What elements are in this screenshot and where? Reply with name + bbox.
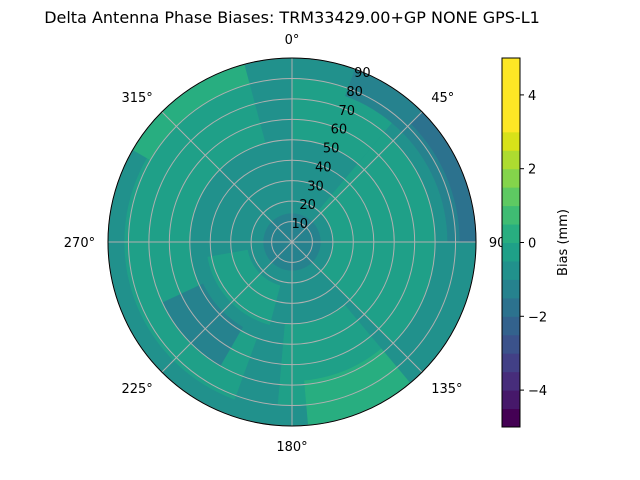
r-tick-labels: 10 20 30 40 50 60 70 80 90 — [292, 66, 371, 232]
r-tick-label-60: 60 — [331, 123, 348, 138]
r-tick-label-40: 40 — [315, 160, 332, 175]
theta-tick-label-225: 225° — [121, 382, 152, 397]
field-region-11 — [410, 111, 476, 242]
colorbar-band-16 — [502, 113, 520, 133]
colorbar-band-19 — [502, 58, 520, 77]
colorbar-band-13 — [502, 168, 520, 188]
field-region-6 — [132, 64, 250, 161]
field-region-7 — [304, 348, 411, 426]
colorbar-band-0 — [502, 408, 520, 428]
colorbar-band-8 — [502, 260, 520, 280]
colorbar-band-18 — [502, 76, 520, 96]
colorbar-band-17 — [502, 94, 520, 114]
theta-tick-label-0: 0° — [285, 33, 300, 48]
theta-tick-label-315: 315° — [121, 91, 152, 106]
colorbar-band-7 — [502, 279, 520, 299]
polar-frame — [107, 57, 477, 427]
colorbar-tick-label-0: −4 — [528, 384, 547, 399]
colorbar-tick-label-4: 4 — [528, 89, 536, 104]
r-tick-label-20: 20 — [299, 198, 316, 213]
r-tick-label-90: 90 — [354, 66, 371, 81]
theta-tick-label-135: 135° — [431, 382, 462, 397]
field-region-8 — [345, 69, 476, 242]
theta-grid-line-315 — [161, 111, 293, 243]
colorbar-band-2 — [502, 371, 520, 391]
theta-grid-line-225 — [161, 241, 293, 373]
theta-grid-line-45 — [291, 111, 423, 243]
colorbar-band-6 — [502, 297, 520, 317]
colorbar-tick-label-3: 2 — [528, 163, 536, 178]
colorbar-band-1 — [502, 390, 520, 410]
colorbar-tick-label-1: −2 — [528, 310, 547, 325]
colorbar-band-15 — [502, 131, 520, 151]
field-region-2 — [318, 132, 436, 344]
r-tick-label-50: 50 — [323, 142, 340, 157]
colorbar-band-9 — [502, 242, 520, 262]
colorbar-band-3 — [502, 353, 520, 373]
theta-tick-label-45: 45° — [431, 91, 454, 106]
theta-tick-label-270: 270° — [64, 236, 95, 251]
colorbar-label: Bias (mm) — [556, 209, 571, 276]
polar-grid — [107, 57, 477, 427]
field-region-10 — [162, 283, 243, 366]
colorbar-tick-label-2: 0 — [528, 237, 536, 252]
theta-tick-labels: 0°45°90°135°180°225°270°315° — [64, 33, 512, 455]
colorbar-band-10 — [502, 224, 520, 243]
theta-tick-label-180: 180° — [276, 440, 307, 455]
chart-title: Delta Antenna Phase Biases: TRM33429.00+… — [44, 8, 540, 27]
colorbar-band-12 — [502, 187, 520, 207]
colorbar: −4 −2 0 2 4 Bias (mm) — [501, 57, 571, 428]
r-tick-label-80: 80 — [346, 85, 363, 100]
r-tick-label-10: 10 — [292, 217, 309, 232]
colorbar-band-14 — [502, 150, 520, 170]
colorbar-band-4 — [502, 334, 520, 354]
colorbar-band-5 — [502, 316, 520, 336]
field-region-5 — [207, 249, 281, 325]
theta-grid-line-135 — [291, 241, 423, 373]
r-tick-label-70: 70 — [338, 104, 355, 119]
r-tick-label-30: 30 — [307, 179, 324, 194]
colorbar-band-11 — [502, 205, 520, 225]
